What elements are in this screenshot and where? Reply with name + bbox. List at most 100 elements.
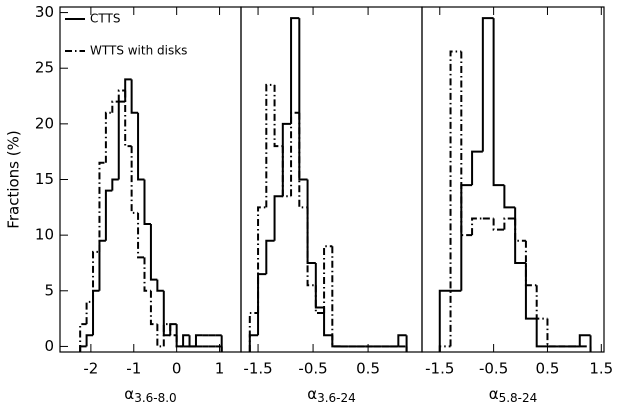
x-tick-label: -1.5 bbox=[243, 360, 272, 378]
histogram-step bbox=[137, 212, 145, 259]
y-axis-label: Fractions (%) bbox=[5, 130, 23, 228]
x-axis-symbol: α bbox=[124, 385, 134, 403]
histogram-step bbox=[514, 207, 526, 264]
y-tick-label: 30 bbox=[35, 3, 54, 21]
histogram-step bbox=[492, 18, 505, 187]
histogram-step bbox=[323, 307, 333, 337]
histogram-step bbox=[438, 289, 451, 352]
histogram-step bbox=[535, 285, 548, 320]
histogram-step bbox=[331, 335, 341, 348]
histogram-step bbox=[143, 257, 151, 292]
histogram-step bbox=[460, 184, 473, 291]
histogram-step bbox=[514, 218, 526, 242]
histogram-step bbox=[104, 189, 113, 241]
histogram-step bbox=[481, 17, 494, 152]
x-axis-subscript: 3.6-8.0 bbox=[134, 391, 177, 405]
histogram-step bbox=[124, 90, 132, 148]
x-axis-subscript: 3.6-24 bbox=[317, 391, 356, 405]
x-tick-label: 1 bbox=[215, 360, 225, 378]
histogram-step bbox=[438, 345, 451, 352]
histogram-step bbox=[460, 51, 473, 237]
histogram-step bbox=[471, 217, 483, 236]
histogram-step bbox=[273, 84, 283, 148]
histogram-step bbox=[169, 324, 177, 337]
y-tick-label: 0 bbox=[44, 337, 54, 355]
y-tick-label: 10 bbox=[35, 226, 54, 244]
histogram-step bbox=[265, 239, 275, 275]
x-tick-label: -2 bbox=[83, 360, 98, 378]
x-axis-label: α3.6-8.0 bbox=[124, 385, 176, 405]
histogram-step bbox=[535, 318, 548, 348]
histogram-step bbox=[117, 100, 126, 180]
histogram-step bbox=[248, 334, 259, 352]
histogram-step bbox=[149, 290, 158, 326]
histogram-step bbox=[397, 334, 407, 347]
histogram-step bbox=[290, 17, 300, 124]
histogram-step bbox=[524, 262, 537, 320]
histogram-step bbox=[471, 150, 483, 186]
y-tick-label: 25 bbox=[35, 59, 54, 77]
histogram-step bbox=[111, 178, 119, 191]
histogram-step bbox=[143, 179, 151, 226]
histogram-step bbox=[578, 334, 591, 347]
histogram-step bbox=[98, 161, 106, 252]
histogram-step bbox=[281, 122, 292, 197]
histogram-step bbox=[290, 111, 300, 197]
histogram-step bbox=[323, 245, 333, 314]
legend-label: WTTS with disks bbox=[90, 44, 187, 58]
histogram-step bbox=[449, 50, 462, 347]
histogram-step bbox=[314, 285, 325, 315]
panel-frame bbox=[421, 6, 605, 353]
histogram-step bbox=[265, 83, 275, 208]
x-tick-label: 0 bbox=[172, 360, 182, 378]
histogram-step bbox=[257, 206, 267, 314]
panel-frame bbox=[59, 6, 242, 353]
histogram-step bbox=[331, 246, 341, 348]
histogram-step bbox=[169, 323, 177, 336]
x-tick-label: -1 bbox=[126, 360, 141, 378]
histogram-step bbox=[79, 323, 87, 352]
x-tick-label: -1.5 bbox=[425, 360, 454, 378]
histogram-step bbox=[298, 18, 308, 181]
histogram-step bbox=[175, 335, 184, 348]
histogram-step bbox=[194, 334, 203, 347]
x-axis-subscript: 5.8-24 bbox=[499, 391, 538, 405]
histogram-step bbox=[104, 111, 113, 163]
histogram-step bbox=[281, 146, 292, 198]
histogram-step bbox=[257, 273, 267, 336]
histogram-step bbox=[546, 318, 559, 348]
histogram-step bbox=[492, 218, 505, 231]
histogram-step bbox=[503, 217, 516, 230]
histogram-step bbox=[306, 207, 316, 287]
x-axis-label: α5.8-24 bbox=[489, 385, 538, 405]
histogram-step bbox=[298, 112, 308, 209]
x-axis-symbol: α bbox=[307, 385, 317, 403]
histogram-step bbox=[156, 279, 164, 292]
histogram-step bbox=[503, 185, 516, 209]
x-tick-label: 0.5 bbox=[356, 360, 380, 378]
histogram-step bbox=[524, 240, 537, 287]
histogram-step bbox=[182, 334, 190, 347]
x-axis-symbol: α bbox=[489, 385, 499, 403]
y-tick-label: 20 bbox=[35, 114, 54, 132]
histogram-step bbox=[273, 195, 283, 241]
x-tick-label: -0.5 bbox=[479, 360, 508, 378]
histogram-step bbox=[137, 112, 145, 181]
histogram-step bbox=[306, 179, 316, 264]
histogram-step bbox=[130, 79, 139, 114]
legend-label: CTTS bbox=[90, 12, 120, 26]
histogram-step bbox=[314, 262, 325, 309]
histogram-step bbox=[117, 89, 126, 102]
histogram-step bbox=[248, 312, 259, 352]
x-axis-label: α3.6-24 bbox=[307, 385, 356, 405]
x-tick-label: 1.5 bbox=[589, 360, 613, 378]
histogram-step bbox=[111, 100, 119, 113]
x-tick-label: 0.5 bbox=[536, 360, 560, 378]
histogram-step bbox=[149, 224, 158, 281]
y-tick-label: 15 bbox=[35, 170, 54, 188]
x-tick-label: -0.5 bbox=[298, 360, 327, 378]
histogram-step bbox=[85, 334, 94, 347]
y-tick-label: 5 bbox=[44, 281, 54, 299]
histogram-step bbox=[92, 250, 100, 302]
